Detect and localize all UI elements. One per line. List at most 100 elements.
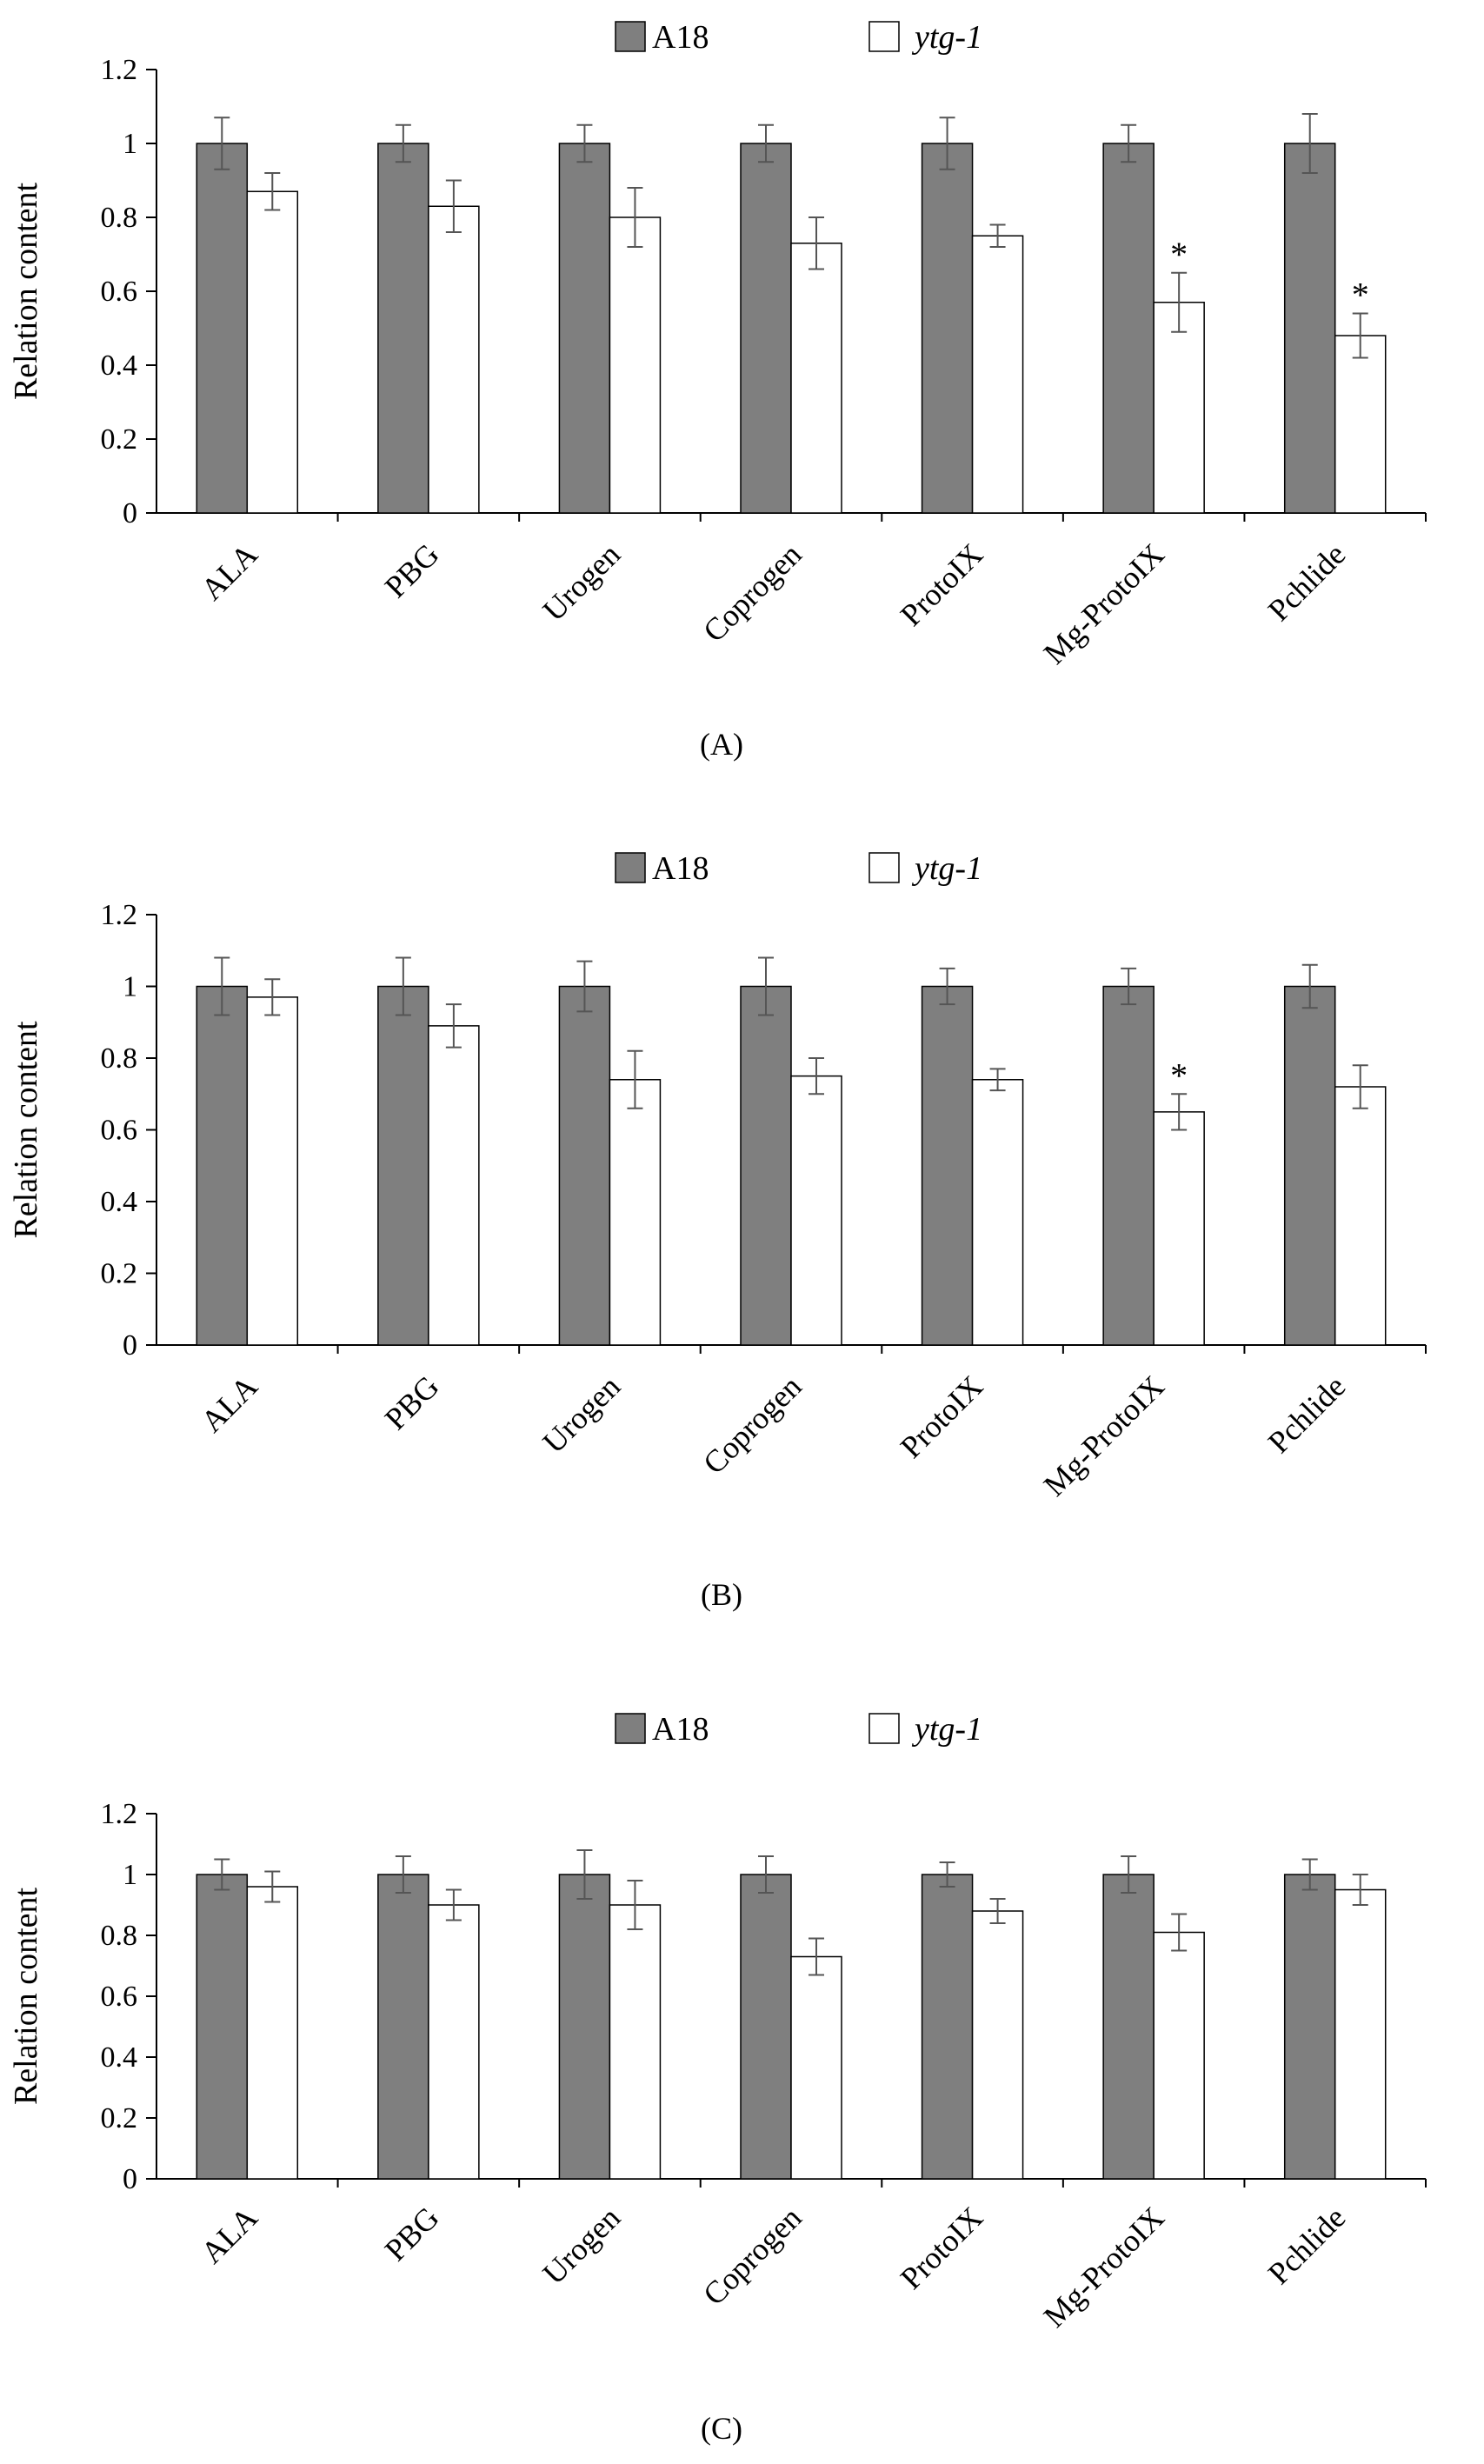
- y-tick-label: 1: [123, 971, 137, 1003]
- bar-ytg-1-ALA: [246, 1886, 299, 2180]
- significance-marker: *: [1352, 276, 1369, 315]
- bar-A18-Coprogen: [740, 985, 792, 1346]
- legend-swatch-A18: [615, 1713, 646, 1744]
- bar-A18-ProtoIX: [921, 143, 974, 514]
- x-tick-label-PBG: PBG: [378, 1369, 446, 1436]
- y-tick-label: 1.2: [101, 1798, 138, 1830]
- bar-ytg-1-PBG: [428, 1025, 480, 1346]
- legend: A18 ytg-1: [615, 1711, 982, 1748]
- y-tick-label: 0.2: [101, 423, 138, 456]
- bar-A18-PBG: [377, 143, 429, 514]
- y-tick-label: 1.2: [101, 54, 138, 86]
- bar-ytg-1-Coprogen: [790, 1075, 842, 1346]
- bar-ytg-1-ProtoIX: [971, 1910, 1024, 2180]
- bar-ytg-1-ALA: [246, 190, 299, 514]
- panel-label: (C): [701, 2411, 742, 2446]
- x-tick-label-Mg-ProtoIX: Mg-ProtoIX: [1037, 1369, 1171, 1502]
- bar-ytg-1-Pchlide: [1334, 1086, 1387, 1346]
- y-tick-label: 0.6: [101, 1115, 138, 1147]
- chart-panel-3: A18 ytg-1 Relation content 0 0.2 0.4 0.6 0.8 1 1.…: [8, 1711, 1427, 2446]
- x-tick-label-Urogen: Urogen: [536, 1369, 627, 1460]
- x-tick-label-ALA: ALA: [194, 536, 264, 607]
- bar-A18-ALA: [196, 1874, 249, 2180]
- significance-marker: *: [1170, 1056, 1188, 1095]
- bar-ytg-1-PBG: [428, 205, 480, 514]
- bar-A18-Coprogen: [740, 1874, 792, 2180]
- y-tick-label: 1: [123, 128, 137, 160]
- bar-A18-Urogen: [558, 1874, 611, 2180]
- panel-label: (A): [700, 727, 743, 762]
- bar-ytg-1-Coprogen: [790, 1955, 842, 2180]
- x-tick-label-Urogen: Urogen: [536, 536, 627, 628]
- legend-swatch-A18: [615, 21, 646, 52]
- bar-A18-Pchlide: [1283, 985, 1336, 1346]
- x-tick-label-Coprogen: Coprogen: [696, 536, 809, 649]
- y-tick-label: 0.8: [101, 1920, 138, 1952]
- bar-ytg-1-Mg-ProtoIX: [1153, 302, 1205, 514]
- bar-ytg-1-Urogen: [609, 216, 662, 514]
- x-tick-label-ALA: ALA: [194, 1369, 264, 1439]
- bar-A18-ProtoIX: [921, 1874, 974, 2180]
- y-tick-label: 0.8: [101, 202, 138, 234]
- y-tick-label: 1.2: [101, 899, 138, 931]
- y-axis-label: Relation content: [8, 183, 44, 401]
- x-tick-label-Pchlide: Pchlide: [1261, 2200, 1353, 2291]
- legend-label: A18: [652, 850, 709, 887]
- bar-A18-ProtoIX: [921, 985, 974, 1346]
- x-tick-label-PBG: PBG: [378, 536, 446, 604]
- chart-panel-2: A18 ytg-1 Relation content 0 0.2 0.4 0.6 0.8 1 1.…: [8, 850, 1427, 1612]
- y-tick-label: 0.6: [101, 1981, 138, 2013]
- y-tick-label: 0.8: [101, 1042, 138, 1075]
- x-tick-label-ALA: ALA: [194, 2200, 264, 2270]
- bar-ytg-1-Coprogen: [790, 243, 842, 514]
- y-tick-label: 0: [123, 2163, 137, 2195]
- y-axis-label: Relation content: [8, 1021, 44, 1239]
- legend-label: ytg-1: [911, 1711, 982, 1748]
- bar-A18-Urogen: [558, 985, 611, 1346]
- legend-label: A18: [652, 19, 709, 56]
- legend-swatch-ytg-1: [868, 1713, 900, 1744]
- x-tick-label-Pchlide: Pchlide: [1261, 536, 1353, 628]
- bar-ytg-1-Pchlide: [1334, 335, 1387, 514]
- bar-A18-PBG: [377, 985, 429, 1346]
- x-tick-label-ProtoIX: ProtoIX: [894, 2200, 989, 2295]
- bar-ytg-1-ALA: [246, 996, 299, 1346]
- x-tick-label-Mg-ProtoIX: Mg-ProtoIX: [1037, 536, 1171, 670]
- y-tick-label: 0.4: [101, 1186, 138, 1218]
- bar-ytg-1-PBG: [428, 1904, 480, 2180]
- x-tick-label-Mg-ProtoIX: Mg-ProtoIX: [1037, 2200, 1171, 2334]
- legend-swatch-A18: [615, 852, 646, 883]
- x-tick-label-PBG: PBG: [378, 2200, 446, 2268]
- bar-A18-Pchlide: [1283, 143, 1336, 514]
- y-tick-label: 0.4: [101, 2041, 138, 2074]
- bar-A18-Urogen: [558, 143, 611, 514]
- y-tick-label: 1: [123, 1859, 137, 1891]
- bar-A18-Pchlide: [1283, 1874, 1336, 2180]
- panel-label: (B): [701, 1577, 742, 1612]
- bar-ytg-1-ProtoIX: [971, 235, 1024, 514]
- y-tick-label: 0.2: [101, 2102, 138, 2134]
- y-tick-label: 0.4: [101, 350, 138, 382]
- x-tick-label-Pchlide: Pchlide: [1261, 1369, 1353, 1460]
- chart-panel-1: A18 ytg-1 Relation content 0 0.2 0.4 0.6 0.8 1 1.…: [8, 19, 1427, 762]
- bar-ytg-1-Urogen: [609, 1079, 662, 1346]
- bar-A18-Mg-ProtoIX: [1102, 143, 1155, 514]
- legend-label: A18: [652, 1711, 709, 1748]
- x-tick-label-Coprogen: Coprogen: [696, 1369, 809, 1481]
- bar-A18-Mg-ProtoIX: [1102, 985, 1155, 1346]
- bar-A18-Mg-ProtoIX: [1102, 1874, 1155, 2180]
- bar-A18-ALA: [196, 985, 249, 1346]
- bar-A18-PBG: [377, 1874, 429, 2180]
- bar-A18-Coprogen: [740, 143, 792, 514]
- bar-ytg-1-Pchlide: [1334, 1888, 1387, 2180]
- y-tick-label: 0.6: [101, 276, 138, 308]
- bar-A18-ALA: [196, 143, 249, 514]
- bar-ytg-1-Mg-ProtoIX: [1153, 1931, 1205, 2180]
- legend-swatch-ytg-1: [868, 21, 900, 52]
- x-tick-label-ProtoIX: ProtoIX: [894, 536, 989, 632]
- x-tick-label-Urogen: Urogen: [536, 2200, 627, 2291]
- legend-swatch-ytg-1: [868, 852, 900, 883]
- bar-ytg-1-Mg-ProtoIX: [1153, 1111, 1205, 1346]
- x-tick-label-Coprogen: Coprogen: [696, 2200, 809, 2312]
